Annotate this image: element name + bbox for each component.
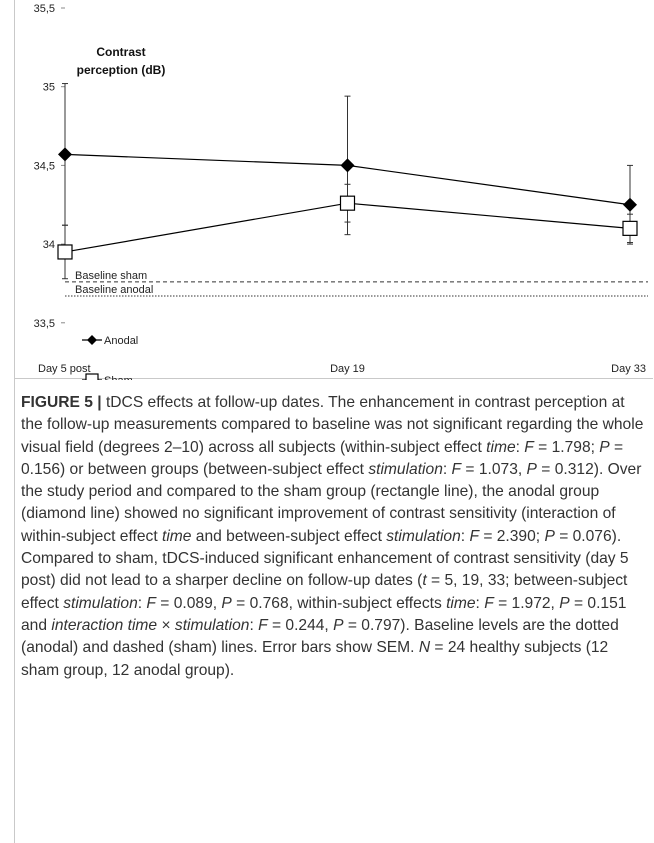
x-tick-label: Day 19 — [330, 363, 365, 375]
caption-italic-term: stimulation — [386, 527, 461, 545]
caption-italic-term: time — [446, 594, 476, 612]
caption-italic-term: time — [486, 438, 516, 456]
caption-italic-term: P — [544, 527, 555, 545]
caption-run: : — [137, 594, 147, 612]
caption-run: = 0.156) or between groups (between-subj… — [21, 438, 624, 478]
caption-run: = 24 healthy subjects (12 sham group, 12… — [21, 639, 609, 679]
caption-text: tDCS effects at follow-up dates. The enh… — [21, 394, 643, 679]
x-tick-label: Day 33 — [611, 363, 646, 375]
caption-run: : — [442, 460, 452, 478]
caption-italic-term: F — [524, 438, 534, 456]
caption-run: = 0.076). Compared to sham, tDCS-induced… — [21, 527, 629, 590]
sham-square-marker — [57, 244, 73, 260]
caption-italic-term: interaction time — [51, 616, 158, 634]
caption-italic-term: t — [422, 572, 427, 590]
sham-square-marker — [339, 195, 356, 211]
caption-run: = 0.151 and — [21, 594, 627, 634]
caption-run: tDCS effects at follow-up dates. The enh… — [21, 394, 644, 456]
caption-run: : — [475, 594, 485, 612]
caption-italic-term: F — [258, 616, 268, 634]
caption-run: = 1.073, — [461, 460, 527, 478]
caption-italic-term: F — [146, 594, 156, 612]
caption-run: : — [249, 616, 259, 634]
caption-italic-term: P — [221, 594, 232, 612]
baseline-label: Baseline sham — [75, 270, 147, 282]
caption-italic-term: P — [599, 438, 610, 456]
figure-caption: FIGURE 5 | tDCS effects at follow-up dat… — [21, 392, 645, 682]
baseline-label: Baseline anodal — [75, 284, 153, 296]
caption-run: × — [157, 616, 175, 634]
caption-run: = 1.972, — [493, 594, 560, 612]
caption-italic-term: N — [418, 639, 431, 657]
anodal-diamond-marker — [623, 197, 637, 212]
y-tick-label: 33,5 — [34, 318, 55, 330]
anodal-diamond-marker — [58, 147, 72, 162]
caption-run: = 2.390; — [478, 527, 545, 545]
caption-italic-term: stimulation — [63, 594, 138, 612]
caption-run: = 1.798; — [533, 438, 600, 456]
caption-italic-term: stimulation — [174, 616, 250, 634]
caption-italic-term: P — [333, 616, 344, 634]
caption-run: = 5, 19, 33; between-subject effect — [21, 572, 628, 612]
caption-italic-term: stimulation — [368, 460, 443, 478]
caption-run: = 0.768, within-subject effects — [231, 594, 447, 612]
caption-run: = 0.089, — [155, 594, 222, 612]
caption-run: : — [515, 438, 525, 456]
caption-italic-term: P — [526, 460, 537, 478]
y-tick-label: 35 — [43, 82, 55, 94]
caption-run: = 0.797). Baseline levels are the dotted… — [21, 616, 619, 657]
legend-label: Anodal — [104, 335, 138, 347]
y-tick-label: 34 — [43, 239, 55, 251]
caption-run: : — [460, 527, 470, 545]
figure-label: FIGURE 5 | — [21, 394, 102, 411]
legend-square-icon — [85, 373, 99, 380]
caption-italic-term: F — [469, 527, 479, 545]
y-tick-label: 35,5 — [34, 3, 55, 15]
caption-rule — [14, 378, 15, 843]
caption-italic-term: F — [484, 594, 494, 612]
y-tick-label: 34,5 — [34, 160, 55, 172]
chart-frame — [14, 0, 653, 379]
caption-italic-term: time — [162, 527, 192, 545]
chart-title-line: Contrast — [96, 45, 145, 59]
caption-italic-term: P — [559, 594, 570, 612]
chart-title-line: perception (dB) — [77, 63, 166, 77]
sham-square-marker — [622, 220, 638, 236]
caption-run: = 0.312). Over the study period and comp… — [21, 460, 642, 545]
caption-run: and between-subject effect — [191, 527, 387, 545]
legend-diamond-icon — [87, 335, 97, 345]
anodal-diamond-marker — [340, 158, 355, 173]
caption-italic-term: F — [451, 460, 462, 478]
legend-label: Sham — [104, 375, 133, 380]
x-tick-label: Day 5 post — [38, 363, 91, 375]
caption-run: = 0.244, — [267, 616, 334, 634]
